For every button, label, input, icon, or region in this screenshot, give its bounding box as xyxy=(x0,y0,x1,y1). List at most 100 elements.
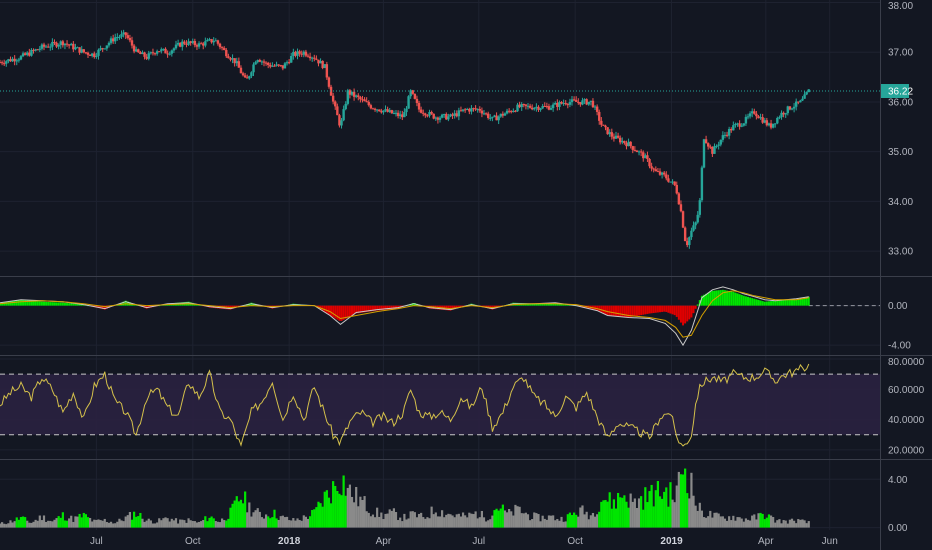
volume-bar[interactable] xyxy=(384,513,387,528)
volume-bar[interactable] xyxy=(581,505,584,528)
macd-histogram-bar[interactable] xyxy=(562,303,565,306)
volume-bar[interactable] xyxy=(688,498,691,528)
volume-bar[interactable] xyxy=(267,516,270,528)
volume-bar[interactable] xyxy=(313,509,316,528)
candle[interactable] xyxy=(46,46,50,48)
candle[interactable] xyxy=(248,76,251,79)
candle[interactable] xyxy=(143,52,146,57)
volume-bar[interactable] xyxy=(386,513,389,528)
candle[interactable] xyxy=(42,44,46,47)
macd-histogram-bar[interactable] xyxy=(348,305,351,317)
macd-histogram-bar[interactable] xyxy=(61,302,64,306)
macd-histogram-bar[interactable] xyxy=(80,304,83,306)
candle[interactable] xyxy=(608,132,611,135)
candle[interactable] xyxy=(683,227,687,242)
volume-bar[interactable] xyxy=(428,518,431,528)
macd-histogram-bar[interactable] xyxy=(673,305,676,316)
candle[interactable] xyxy=(134,49,138,52)
macd-histogram-bar[interactable] xyxy=(633,305,636,317)
volume-bar[interactable] xyxy=(723,518,727,528)
volume-bar[interactable] xyxy=(367,512,370,528)
candle[interactable] xyxy=(118,36,121,38)
volume-bar[interactable] xyxy=(277,519,280,528)
candle[interactable] xyxy=(757,116,760,119)
macd-histogram-bar[interactable] xyxy=(558,303,561,306)
volume-bar[interactable] xyxy=(197,521,201,528)
candle[interactable] xyxy=(516,104,519,112)
volume-bar[interactable] xyxy=(468,512,471,528)
macd-histogram-bar[interactable] xyxy=(608,305,611,316)
candle[interactable] xyxy=(675,184,678,194)
macd-histogram-bar[interactable] xyxy=(380,305,383,311)
candle[interactable] xyxy=(243,75,247,78)
candle[interactable] xyxy=(604,125,607,128)
volume-bar[interactable] xyxy=(788,519,792,528)
volume-bar[interactable] xyxy=(715,512,718,528)
volume-bar[interactable] xyxy=(593,516,597,528)
candle[interactable] xyxy=(82,49,86,53)
candle[interactable] xyxy=(667,178,670,182)
volume-bar[interactable] xyxy=(3,523,6,528)
candle[interactable] xyxy=(528,105,532,108)
volume-bar[interactable] xyxy=(11,522,14,528)
candle[interactable] xyxy=(574,100,578,102)
macd-histogram-bar[interactable] xyxy=(723,290,726,306)
candle[interactable] xyxy=(455,113,458,117)
macd-histogram-bar[interactable] xyxy=(765,301,768,306)
volume-bar[interactable] xyxy=(74,516,77,528)
volume-bar[interactable] xyxy=(612,499,616,528)
candle[interactable] xyxy=(727,129,731,136)
volume-bar[interactable] xyxy=(667,506,670,528)
volume-bar[interactable] xyxy=(285,516,289,528)
macd-histogram-bar[interactable] xyxy=(805,297,808,306)
volume-bar[interactable] xyxy=(68,518,71,528)
volume-bar[interactable] xyxy=(34,519,37,528)
volume-bar[interactable] xyxy=(589,515,592,528)
volume-bar[interactable] xyxy=(279,516,282,528)
candle[interactable] xyxy=(84,52,88,54)
candle[interactable] xyxy=(562,103,565,105)
candle[interactable] xyxy=(480,110,484,114)
volume-bar[interactable] xyxy=(591,512,595,528)
candle[interactable] xyxy=(642,152,645,159)
candle[interactable] xyxy=(302,51,306,55)
volume-bar[interactable] xyxy=(614,508,618,528)
candle[interactable] xyxy=(650,166,653,169)
macd-histogram-bar[interactable] xyxy=(353,305,356,315)
candle[interactable] xyxy=(287,62,291,64)
candle[interactable] xyxy=(459,110,463,112)
volume-bar[interactable] xyxy=(646,502,649,528)
candle[interactable] xyxy=(554,103,557,105)
candle[interactable] xyxy=(172,48,176,51)
candle[interactable] xyxy=(547,106,551,110)
macd-histogram-bar[interactable] xyxy=(74,303,77,306)
candle[interactable] xyxy=(158,51,161,53)
candle[interactable] xyxy=(237,61,241,68)
volume-bar[interactable] xyxy=(786,523,789,528)
candle[interactable] xyxy=(637,151,641,153)
macd-histogram-bar[interactable] xyxy=(323,305,326,313)
volume-bar[interactable] xyxy=(72,521,75,528)
volume-bar[interactable] xyxy=(648,491,651,528)
volume-bar[interactable] xyxy=(336,490,339,528)
volume-bar[interactable] xyxy=(5,524,8,528)
candle[interactable] xyxy=(174,44,178,49)
candle[interactable] xyxy=(273,65,276,67)
candle[interactable] xyxy=(214,40,218,42)
macd-histogram-bar[interactable] xyxy=(795,299,798,306)
volume-bar[interactable] xyxy=(531,519,534,528)
candle[interactable] xyxy=(581,100,584,105)
candle[interactable] xyxy=(696,214,699,223)
candle[interactable] xyxy=(352,91,356,97)
candle[interactable] xyxy=(388,110,391,112)
macd-histogram-bar[interactable] xyxy=(22,299,25,306)
volume-bar[interactable] xyxy=(403,513,406,528)
volume-bar[interactable] xyxy=(510,511,513,528)
volume-bar[interactable] xyxy=(658,496,662,528)
volume-bar[interactable] xyxy=(210,516,213,528)
macd-histogram-bar[interactable] xyxy=(749,297,752,306)
volume-bar[interactable] xyxy=(44,521,48,528)
candle[interactable] xyxy=(231,58,234,60)
signal-line[interactable] xyxy=(0,290,809,338)
candle[interactable] xyxy=(750,111,754,114)
